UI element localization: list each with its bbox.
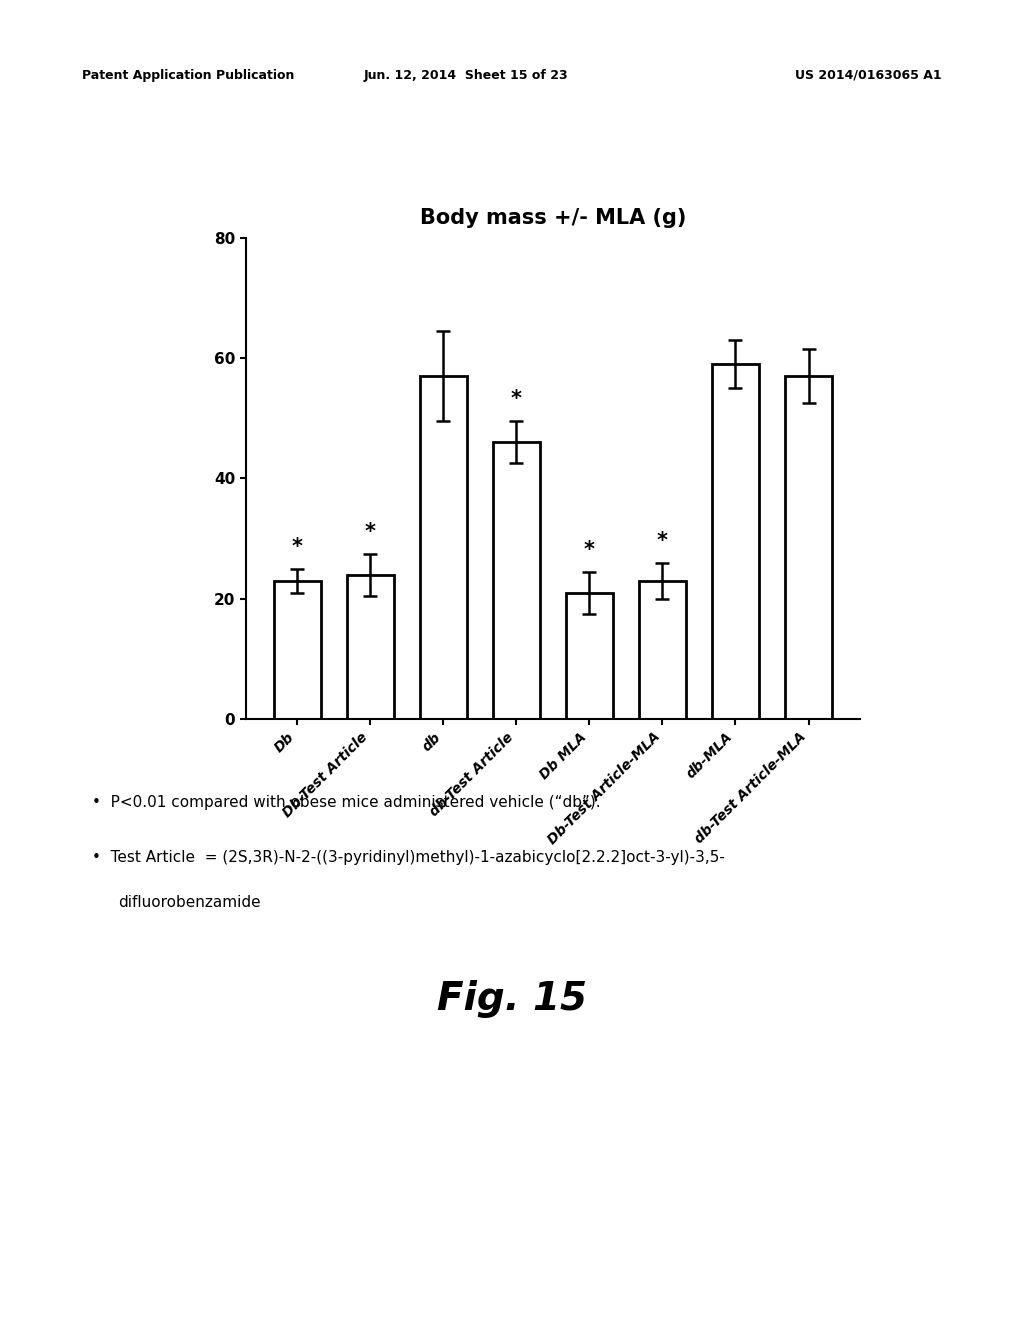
- Bar: [420, 376, 467, 719]
- Text: difluorobenzamide: difluorobenzamide: [118, 895, 260, 909]
- Text: Fig. 15: Fig. 15: [437, 979, 587, 1018]
- Bar: [565, 593, 613, 719]
- Title: Body mass +/- MLA (g): Body mass +/- MLA (g): [420, 207, 686, 228]
- Bar: [493, 442, 541, 719]
- Text: Jun. 12, 2014  Sheet 15 of 23: Jun. 12, 2014 Sheet 15 of 23: [364, 69, 568, 82]
- Text: *: *: [511, 389, 522, 409]
- Text: *: *: [365, 521, 376, 541]
- Text: •  P<0.01 compared with obese mice administered vehicle (“db”).: • P<0.01 compared with obese mice admini…: [92, 795, 601, 810]
- Text: *: *: [657, 531, 668, 550]
- Bar: [273, 581, 322, 719]
- Text: Patent Application Publication: Patent Application Publication: [82, 69, 294, 82]
- Text: *: *: [584, 540, 595, 560]
- Text: •  Test Article  = (2S,3R)-N-2-((3-pyridinyl)methyl)-1-azabicyclo[2.2.2]oct-3-yl: • Test Article = (2S,3R)-N-2-((3-pyridin…: [92, 850, 725, 865]
- Text: *: *: [292, 537, 303, 557]
- Bar: [712, 364, 759, 719]
- Text: US 2014/0163065 A1: US 2014/0163065 A1: [796, 69, 942, 82]
- Bar: [784, 376, 833, 719]
- Bar: [639, 581, 686, 719]
- Bar: [347, 574, 394, 719]
